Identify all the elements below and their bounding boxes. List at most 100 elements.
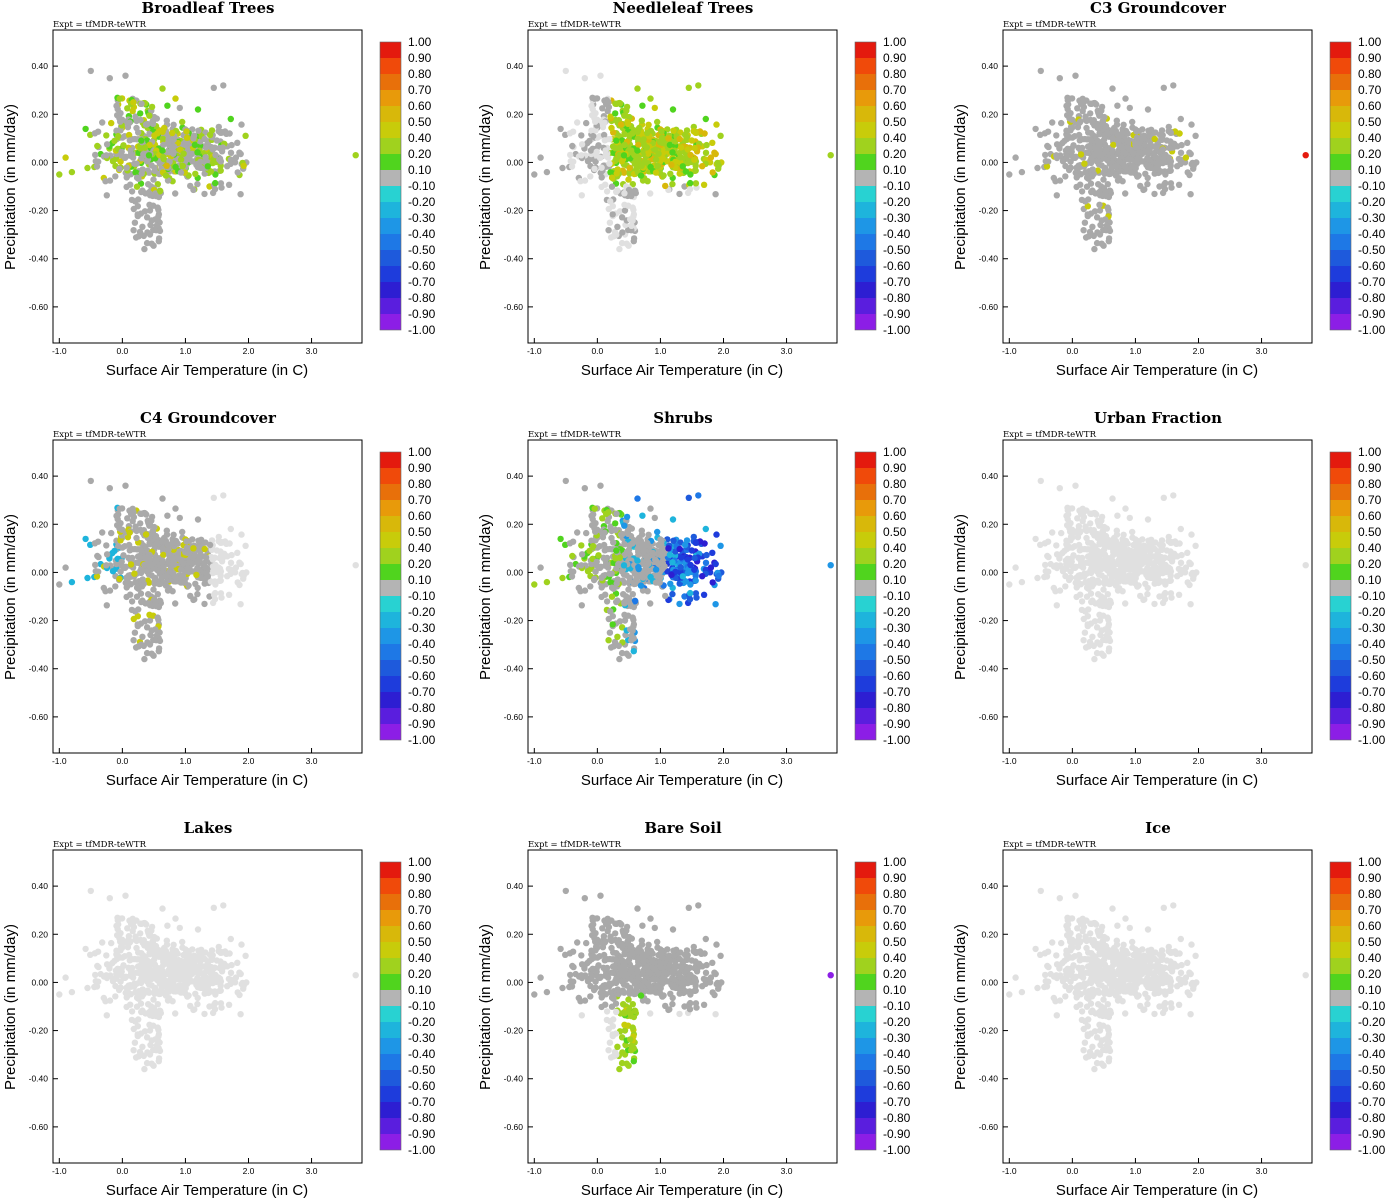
data-point [1133, 134, 1141, 141]
data-point [638, 117, 645, 124]
colorbar-swatch [855, 452, 876, 468]
colorbar-label: -0.80 [883, 291, 911, 305]
data-point [1061, 547, 1068, 555]
data-point [138, 641, 145, 648]
data-point [1137, 592, 1144, 600]
data-point [628, 632, 635, 639]
colorbar-frame [1329, 41, 1352, 331]
data-point [614, 223, 621, 230]
data-point [212, 151, 219, 159]
data-point [1076, 547, 1083, 554]
data-point [1101, 113, 1108, 121]
data-point [687, 171, 694, 178]
colorbar-label: -0.40 [408, 227, 436, 241]
x-tick-label: 1.0 [1130, 346, 1142, 356]
data-point [702, 559, 710, 566]
data-point [1096, 600, 1103, 607]
data-point [684, 146, 691, 153]
data-point [1096, 611, 1103, 618]
colorbar-swatch [1330, 644, 1351, 660]
data-point [1077, 151, 1085, 158]
data-point [1089, 633, 1096, 640]
data-point [154, 1024, 161, 1031]
data-point [232, 154, 240, 161]
data-point [114, 106, 121, 113]
data-point [1083, 124, 1090, 132]
data-point [1122, 600, 1129, 607]
data-point [132, 523, 139, 530]
colorbar-swatch [380, 532, 401, 548]
data-point [647, 163, 654, 171]
data-point [1144, 516, 1152, 523]
data-point [1072, 72, 1079, 79]
data-point [623, 240, 630, 247]
colorbar-label: 0.40 [883, 541, 907, 555]
data-point [184, 565, 191, 572]
data-point [685, 84, 692, 92]
colorbar-swatch [1330, 516, 1351, 532]
data-point [120, 142, 127, 149]
data-point [1073, 164, 1080, 171]
data-point [621, 522, 628, 529]
y-tick-label: 0.00 [506, 157, 523, 167]
data-point [163, 572, 170, 579]
data-point [1167, 590, 1175, 597]
data-point [1096, 207, 1104, 214]
data-point [117, 127, 124, 134]
colorbar-swatch [1330, 314, 1351, 330]
colorbar-label: 0.20 [883, 557, 907, 571]
data-point [620, 562, 628, 569]
data-point [1066, 165, 1073, 172]
data-point [647, 95, 654, 102]
data-point [131, 545, 139, 553]
data-point [1133, 538, 1140, 545]
data-point [141, 144, 149, 151]
data-point [612, 520, 619, 527]
data-point [138, 231, 145, 238]
data-point [1144, 590, 1151, 598]
data-point [715, 572, 722, 579]
data-point [1012, 154, 1019, 161]
colorbar-swatch [380, 926, 401, 942]
data-point [146, 551, 153, 559]
colorbar-label: 0.70 [1358, 83, 1382, 97]
data-point [699, 573, 706, 580]
expt-label: Expt = tfMDR-teWTR [53, 840, 147, 850]
data-point [82, 945, 89, 953]
data-point [183, 134, 191, 141]
data-point [184, 139, 191, 146]
data-point [606, 219, 614, 226]
colorbar-label: -0.10 [408, 999, 436, 1013]
y-tick-label: 0.20 [506, 519, 523, 529]
data-point [204, 983, 211, 990]
data-point [121, 974, 129, 981]
y-tick-label: 0.00 [31, 157, 48, 167]
data-point [1157, 168, 1165, 175]
data-point [621, 141, 628, 149]
colorbar-label: -0.40 [408, 1047, 436, 1061]
data-point [84, 574, 91, 582]
data-point [647, 573, 654, 581]
data-point [634, 495, 641, 502]
data-point [621, 112, 628, 119]
data-point [1083, 593, 1091, 600]
data-point [130, 509, 137, 516]
colorbar-label: 0.40 [1358, 541, 1382, 555]
data-point [134, 203, 141, 210]
data-point [707, 564, 715, 571]
data-point [138, 957, 145, 964]
data-point [1190, 162, 1197, 169]
data-point [234, 139, 241, 146]
colorbar-label: 0.60 [408, 509, 432, 523]
data-point [1144, 106, 1152, 113]
data-point [590, 132, 597, 140]
data-point [216, 976, 223, 983]
data-point [1156, 541, 1164, 549]
colorbar-swatch [855, 596, 876, 612]
colorbar-swatch [380, 186, 401, 202]
data-point [209, 569, 216, 577]
data-point [665, 135, 672, 142]
data-point [194, 926, 202, 933]
data-point [1184, 579, 1191, 586]
